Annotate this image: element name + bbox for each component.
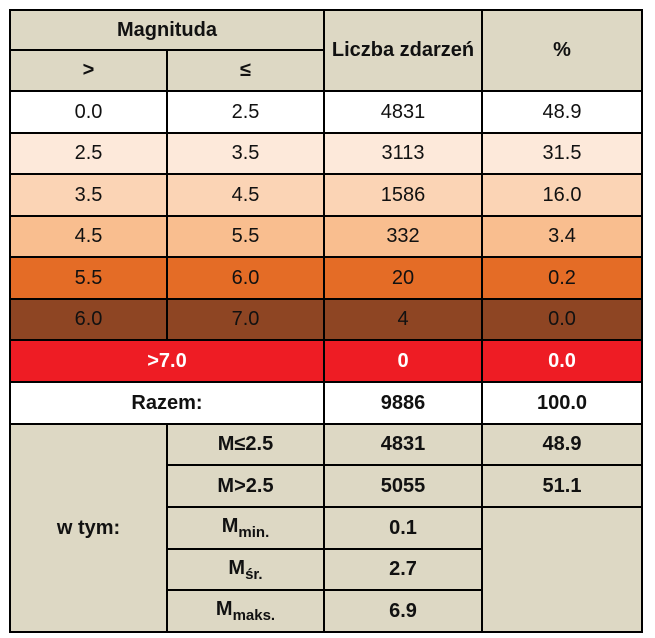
row-count: 3113 xyxy=(323,132,483,175)
breakdown-item-value: 5055 xyxy=(323,464,483,508)
row-count: 4 xyxy=(323,298,483,341)
table-row: 2.5 3.5 3113 31.5 xyxy=(9,132,643,175)
breakdown-item-label: M>2.5 xyxy=(166,464,325,508)
row-percent: 3.4 xyxy=(481,215,643,258)
m-min-label: Mmin. xyxy=(166,506,325,550)
total-row: Razem: 9886 100.0 xyxy=(9,381,643,425)
breakdown-label: w tym: xyxy=(9,423,168,633)
less-equal-header: ≤ xyxy=(166,49,325,92)
row-from: 3.5 xyxy=(9,173,168,217)
total-count: 9886 xyxy=(323,381,483,425)
breakdown-row: Mmin. 0.1 xyxy=(10,506,643,633)
total-percent: 100.0 xyxy=(481,381,643,425)
row-percent: 31.5 xyxy=(481,132,643,175)
table-row: 6.0 7.0 4 0.0 xyxy=(9,298,643,341)
breakdown-item-percent: 48.9 xyxy=(481,423,643,466)
empty-cell xyxy=(481,506,643,633)
row-from: 6.0 xyxy=(9,298,168,341)
m-max-label: Mmaks. xyxy=(166,589,325,633)
row-percent: 48.9 xyxy=(481,90,643,134)
row-count: 1586 xyxy=(323,173,483,217)
row-count: 20 xyxy=(323,256,483,300)
m-mean-label: Mśr. xyxy=(166,548,325,591)
m-subscript: maks. xyxy=(232,607,276,624)
row-count: 332 xyxy=(323,215,483,258)
breakdown-row: Mśr. 2.7 xyxy=(10,548,642,591)
m-base: M xyxy=(221,515,239,537)
row-percent: 0.0 xyxy=(481,298,643,341)
table-row: 5.5 6.0 20 0.2 xyxy=(9,256,643,300)
m-subscript: min. xyxy=(238,524,270,541)
row-to: 2.5 xyxy=(166,90,325,134)
above-count: 0 xyxy=(323,339,483,383)
row-percent: 16.0 xyxy=(481,173,643,217)
breakdown-item-label: M≤2.5 xyxy=(166,423,325,466)
percent-header: % xyxy=(481,9,643,92)
m-base: M xyxy=(215,598,233,620)
breakdown-row: w tym: M≤2.5 4831 48.9 xyxy=(9,423,643,633)
row-percent: 0.2 xyxy=(481,256,643,300)
breakdown-row: M>2.5 5055 51.1 xyxy=(10,464,643,508)
row-from: 4.5 xyxy=(9,215,168,258)
m-base: M xyxy=(228,556,246,579)
table-row: 4.5 5.5 332 3.4 xyxy=(9,215,643,258)
above-label: >7.0 xyxy=(9,339,325,383)
m-min-value: 0.1 xyxy=(323,506,483,550)
m-subscript: śr. xyxy=(245,565,263,583)
row-from: 5.5 xyxy=(9,256,168,300)
row-to: 6.0 xyxy=(166,256,325,300)
row-count: 4831 xyxy=(323,90,483,134)
m-max-value: 6.9 xyxy=(323,589,483,633)
m-mean-value: 2.7 xyxy=(323,548,483,591)
breakdown-item-value: 4831 xyxy=(323,423,483,466)
table-row: 0.0 2.5 4831 48.9 xyxy=(9,90,643,134)
magnitude-header: Magnituda xyxy=(9,9,325,51)
magnitude-table: Magnituda Liczba zdarzeń % > ≤ 0.0 2.5 4… xyxy=(9,9,643,633)
above-percent: 0.0 xyxy=(481,339,643,383)
breakdown-row: Mmaks. 6.9 xyxy=(10,589,642,633)
row-from: 2.5 xyxy=(9,132,168,175)
row-from: 0.0 xyxy=(9,90,168,134)
above-seven-row: >7.0 0 0.0 xyxy=(9,339,643,383)
count-header: Liczba zdarzeń xyxy=(323,9,483,92)
breakdown-item-percent: 51.1 xyxy=(481,464,643,508)
row-to: 7.0 xyxy=(166,298,325,341)
total-label: Razem: xyxy=(9,381,325,425)
greater-header: > xyxy=(9,49,168,92)
row-to: 5.5 xyxy=(166,215,325,258)
row-to: 4.5 xyxy=(166,173,325,217)
table-row: 3.5 4.5 1586 16.0 xyxy=(9,173,643,217)
row-to: 3.5 xyxy=(166,132,325,175)
